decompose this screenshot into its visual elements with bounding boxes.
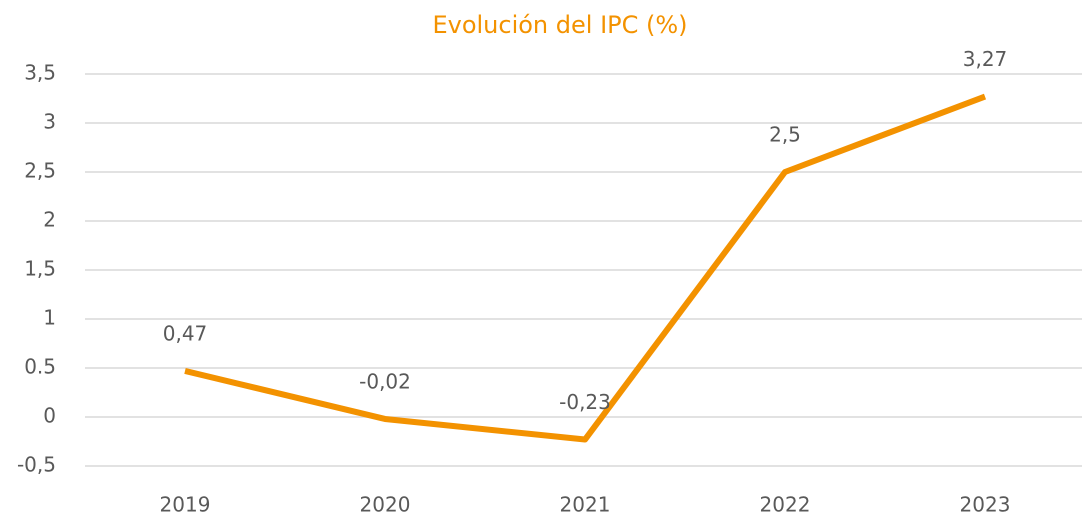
y-tick-label: 1,5 <box>24 257 56 281</box>
data-label: 3,27 <box>963 47 1008 71</box>
line <box>184 93 987 443</box>
data-label: -0,02 <box>359 369 411 393</box>
y-tick-label: 1 <box>43 306 56 330</box>
chart-title: Evolución del IPC (%) <box>432 11 687 39</box>
x-tick-label: 2019 <box>160 493 211 517</box>
y-tick-label: 3 <box>43 110 56 134</box>
y-tick-label: 2 <box>43 208 56 232</box>
y-tick-label: 2,5 <box>24 159 56 183</box>
x-tick-label: 2023 <box>960 493 1011 517</box>
y-tick-label: 3,5 <box>24 61 56 85</box>
y-tick-label: -0,5 <box>17 453 56 477</box>
y-tick-label: 0 <box>43 404 56 428</box>
data-label: -0,23 <box>559 390 611 414</box>
y-tick-label: 0.5 <box>24 355 56 379</box>
data-label: 2,5 <box>769 123 801 147</box>
data-label: 0,47 <box>163 321 208 345</box>
x-tick-label: 2020 <box>360 493 411 517</box>
x-tick-label: 2022 <box>760 493 811 517</box>
x-tick-label: 2021 <box>560 493 611 517</box>
